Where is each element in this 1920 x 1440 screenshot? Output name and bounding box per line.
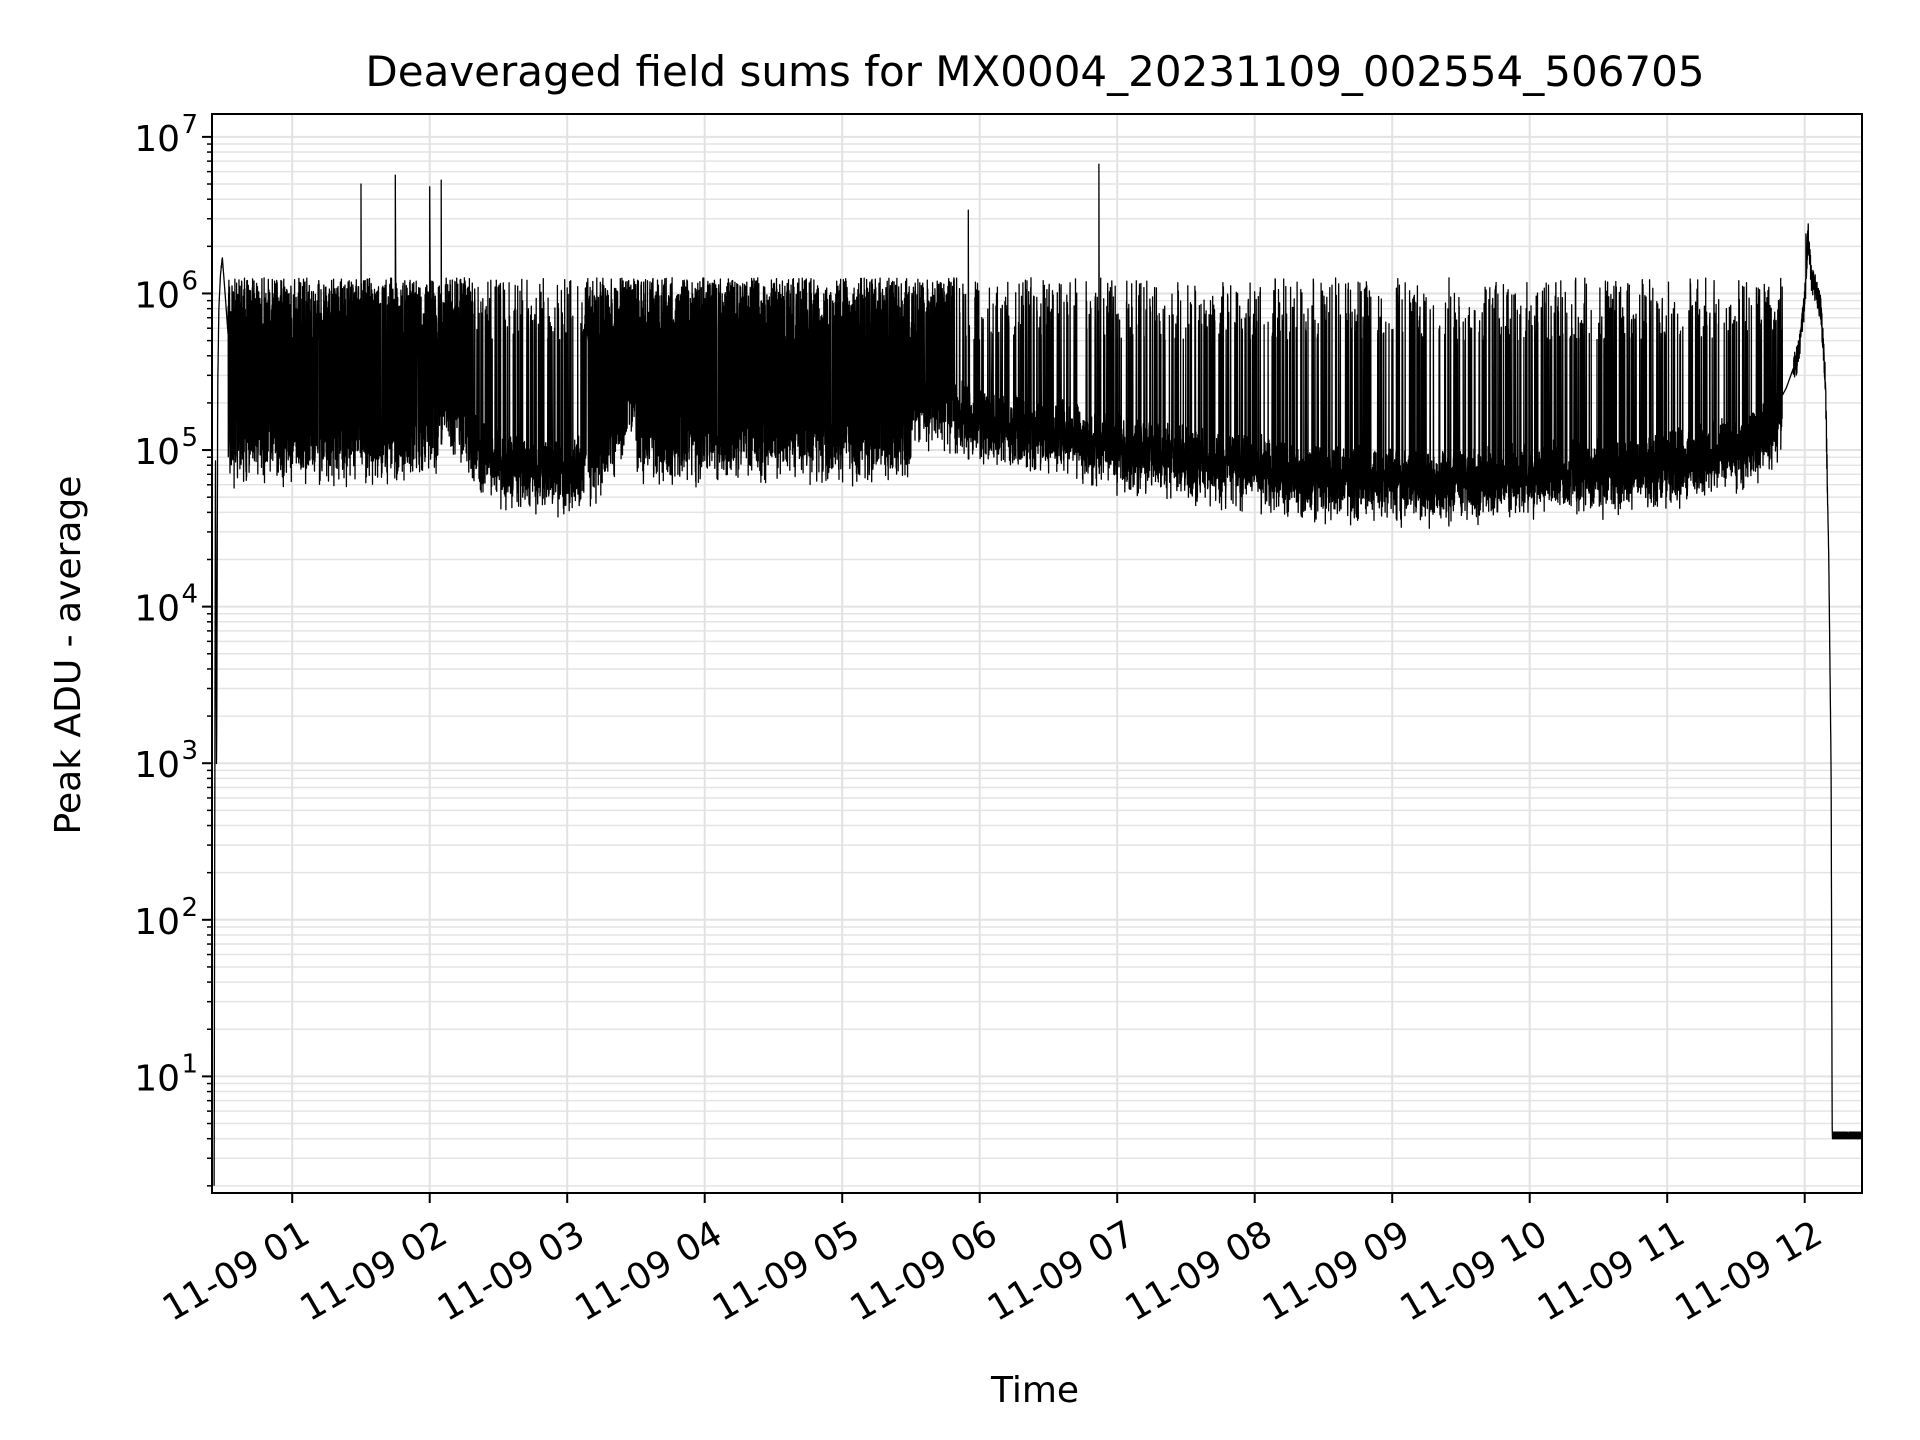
y-tick-label: 10 (134, 589, 180, 630)
y-tick-exponent: 7 (181, 110, 198, 140)
y-tick-exponent: 5 (181, 423, 198, 453)
y-tick-label: 10 (134, 275, 180, 316)
y-tick-exponent: 4 (181, 580, 198, 610)
chart-title: Deaveraged field sums for MX0004_2023110… (365, 47, 1704, 96)
y-tick-exponent: 3 (181, 736, 198, 766)
grid (212, 114, 1862, 1193)
y-tick-exponent: 6 (181, 266, 198, 296)
y-tick-label: 10 (134, 432, 180, 473)
y-tick-label: 10 (134, 902, 180, 943)
x-axis-label: Time (990, 1370, 1079, 1411)
y-tick-exponent: 1 (181, 1049, 198, 1079)
series-line-group (213, 163, 1863, 1186)
y-tick-label: 10 (134, 119, 180, 160)
y-tick-label: 10 (134, 745, 180, 786)
y-tick-label: 10 (134, 1058, 180, 1099)
y-tick-exponent: 2 (181, 893, 198, 923)
y-axis-label: Peak ADU - average (48, 476, 89, 835)
series-line (213, 163, 1863, 1186)
